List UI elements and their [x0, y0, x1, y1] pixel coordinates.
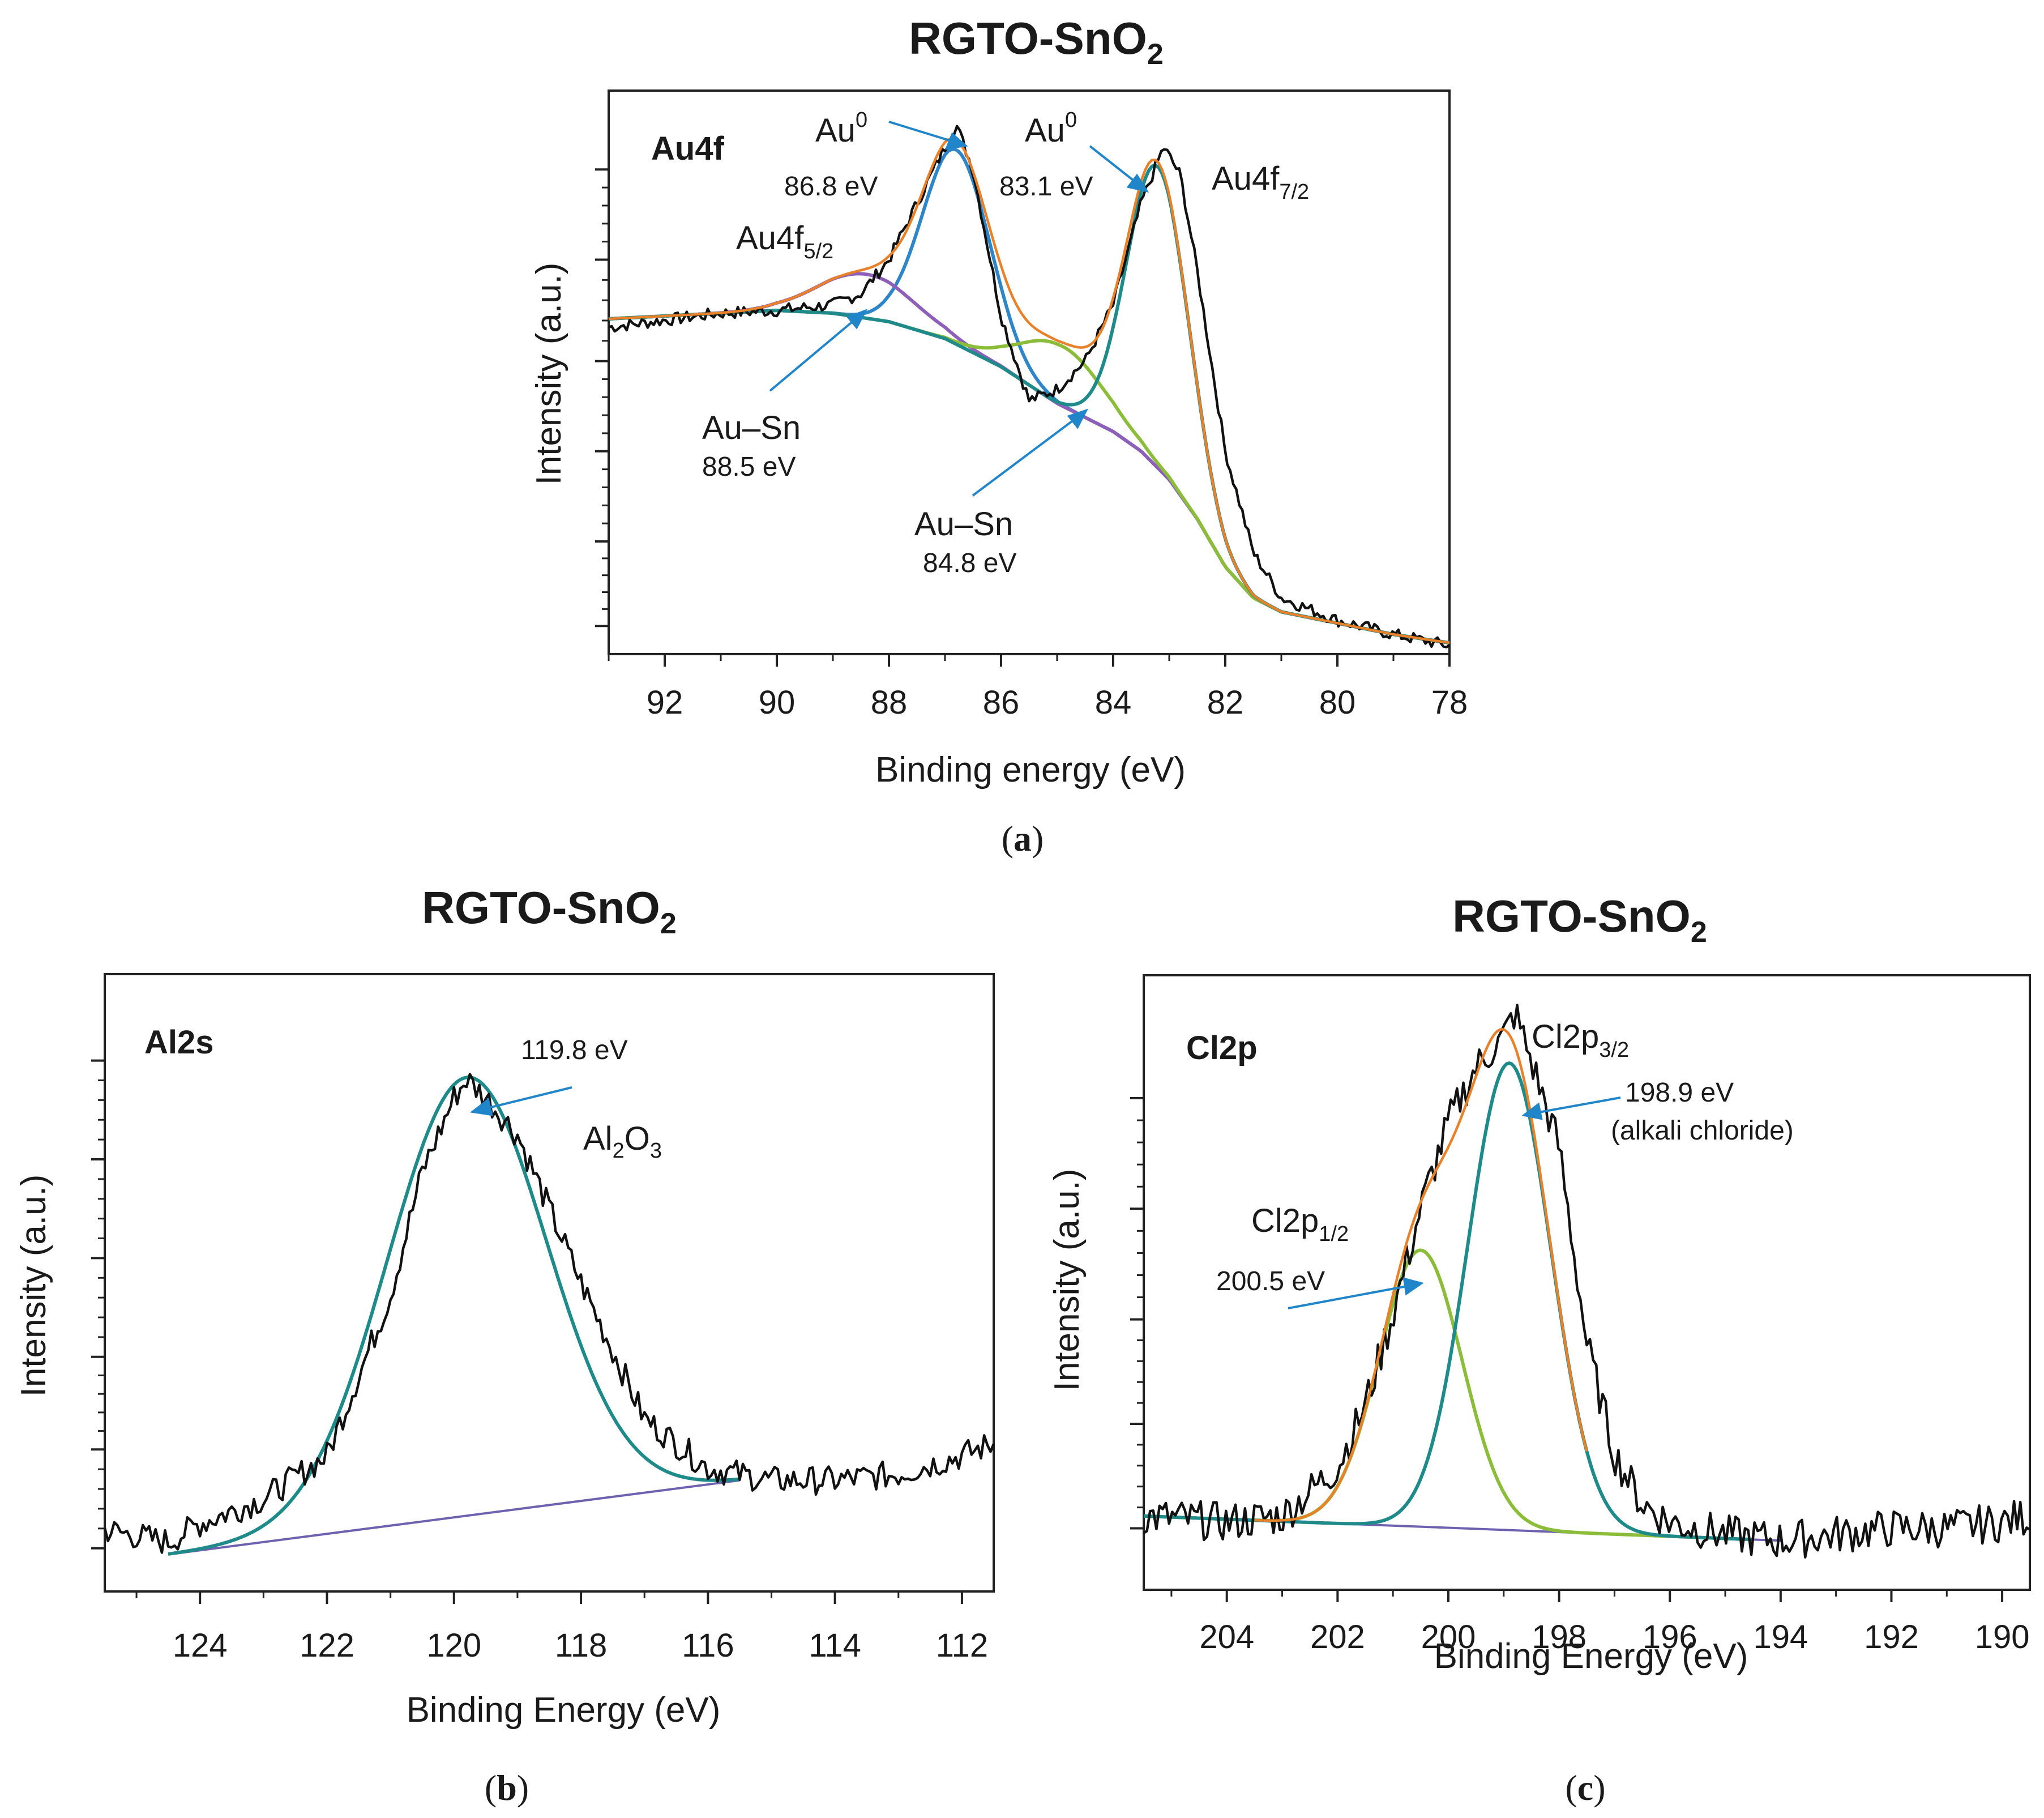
- panel-c-x-tick-label: 202: [1310, 1619, 1365, 1655]
- panel-a-x-axis: 92 90 88 86 84 82 80 78: [608, 654, 1468, 721]
- panel-c-cl2p32-note: (alkali chloride): [1611, 1116, 1794, 1146]
- panel-b-x-tick-label: 112: [936, 1627, 988, 1664]
- panel-a-envelope-line: [608, 137, 1450, 645]
- panel-b-y-axis: [91, 1059, 105, 1550]
- arrow-au0-low: [1089, 145, 1139, 185]
- panel-c-region-label: Cl2p: [1186, 1030, 1258, 1066]
- panel-c-plot-area: [1143, 1004, 2031, 1559]
- panel-c-x-label: Binding Energy (eV): [1434, 1637, 1748, 1676]
- panel-b-x-tick-label: 122: [300, 1627, 354, 1664]
- arrow-ausn-high-head: [846, 309, 868, 330]
- panel-b-peak-energy: 119.8 eV: [521, 1035, 628, 1065]
- panel-a-ausn-high-label: Au–Sn: [702, 409, 801, 446]
- arrow-au0-low-head: [1126, 173, 1149, 193]
- arrow-au0-high-head: [944, 132, 968, 150]
- panel-a-y-label: Intensity (a.u.): [529, 263, 568, 485]
- panel-a-au4f52-label: Au4f5/2: [736, 220, 833, 263]
- arrow-au0-high: [888, 121, 957, 144]
- panel-a-component-4: [608, 163, 1450, 645]
- panel-a-y-axis: [595, 168, 609, 628]
- panel-a-frame: [608, 89, 1451, 655]
- arrow-cl2p12: [1288, 1284, 1410, 1309]
- panel-c-y-axis: [1130, 1097, 1144, 1530]
- panel-b-region-label: Al2s: [144, 1024, 214, 1061]
- arrow-al2o3-head: [470, 1098, 493, 1116]
- panel-a-x-tick-label: 86: [983, 684, 1020, 721]
- panel-b-x-tick-label: 120: [426, 1627, 481, 1664]
- arrow-cl2p32: [1535, 1096, 1621, 1114]
- arrow-cl2p12-head: [1402, 1277, 1424, 1296]
- panel-b-arrows: [470, 1086, 572, 1116]
- panel-a-au0-low-energy: 83.1 eV: [999, 172, 1093, 202]
- panel-a-x-tick-label: 78: [1431, 684, 1468, 721]
- panel-c-cl2p32-label: Cl2p3/2: [1532, 1018, 1629, 1062]
- panel-c-y-label: Intensity (a.u.): [1047, 1169, 1087, 1392]
- panel-a-x-tick-label: 82: [1207, 684, 1244, 721]
- panel-a-ausn-low-energy: 84.8 eV: [923, 548, 1016, 578]
- panel-b-component-1: [168, 1076, 740, 1556]
- panel-b-x-axis: 124 122 120 118 116 114 112: [135, 1591, 988, 1664]
- panel-c-title: RGTO-SnO2: [1452, 891, 1707, 949]
- panel-b-x-label: Binding Energy (eV): [407, 1691, 721, 1730]
- arrow-cl2p32-head: [1521, 1102, 1543, 1120]
- panel-c-x-tick-label: 198: [1532, 1619, 1587, 1655]
- arrow-ausn-low: [972, 415, 1080, 497]
- panel-a-x-tick-label: 92: [647, 684, 683, 721]
- panel-b-x-tick-label: 116: [682, 1627, 734, 1664]
- panel-a-region-label: Au4f: [651, 130, 725, 167]
- panel-a-ausn-high-energy: 88.5 eV: [702, 452, 796, 482]
- panel-b-plot-area: [103, 1073, 995, 1556]
- panel-b-x-tick-label: 114: [809, 1627, 861, 1664]
- panel-c-cl2p32-energy: 198.9 eV: [1625, 1078, 1734, 1108]
- panel-a-x-tick-label: 84: [1095, 684, 1132, 721]
- panel-a-measured-line: [608, 125, 1451, 648]
- panel-a-x-tick-label: 88: [871, 684, 908, 721]
- panel-b-al2o3-label: Al2O3: [583, 1120, 662, 1163]
- panel-b-measured-line: [103, 1073, 995, 1554]
- panel-a-au4f72-label: Au4f7/2: [1212, 160, 1309, 204]
- panel-a-ausn-low-label: Au–Sn: [914, 506, 1013, 543]
- panel-a-au0-high-energy: 86.8 eV: [784, 172, 878, 202]
- panel-a: RGTO-SnO2 92 90 88 86 84 82 80 78 Binding energ…: [529, 13, 1468, 859]
- panel-a-caption: (a): [1002, 818, 1044, 859]
- panel-c: RGTO-SnO2 204 202 200 198 196 194 192 190 Bindi…: [1047, 891, 2031, 1808]
- panel-c-x-tick-label: 196: [1643, 1619, 1697, 1655]
- panel-b-background-line: [168, 1479, 740, 1556]
- panel-b-caption: (b): [485, 1768, 529, 1808]
- panel-b-title: RGTO-SnO2: [422, 882, 677, 940]
- panel-c-frame: [1143, 974, 2031, 1591]
- panel-c-x-tick-label: 204: [1199, 1619, 1254, 1655]
- panel-a-x-tick-label: 90: [759, 684, 796, 721]
- panel-c-x-tick-label: 190: [1975, 1619, 2030, 1655]
- panel-a-arrows: [769, 121, 1149, 497]
- panel-c-x-axis: 204 202 200 198 196 194 192 190: [1170, 1590, 2030, 1655]
- arrow-ausn-high: [769, 316, 859, 392]
- panel-b-x-tick-label: 118: [555, 1627, 607, 1664]
- arrow-al2o3: [484, 1086, 572, 1110]
- panel-c-cl2p12-energy: 200.5 eV: [1216, 1266, 1325, 1296]
- panel-c-cl2p12-label: Cl2p1/2: [1251, 1202, 1349, 1246]
- panel-b: RGTO-SnO2 124 122 120 118 116 114 112 Binding …: [14, 882, 995, 1808]
- panel-a-plot-area: [608, 125, 1451, 648]
- panel-c-envelope-line: [1254, 1028, 1588, 1522]
- panel-a-au0-high-label: Au0: [815, 108, 867, 149]
- panel-a-x-tick-label: 80: [1319, 684, 1356, 721]
- panel-c-x-tick-label: 192: [1864, 1619, 1919, 1655]
- panel-c-caption: (c): [1565, 1768, 1605, 1808]
- panel-c-arrows: [1288, 1096, 1621, 1309]
- panel-b-frame: [104, 973, 995, 1593]
- panel-c-x-tick-label: 200: [1421, 1619, 1476, 1655]
- panel-a-title: RGTO-SnO2: [909, 13, 1164, 71]
- panel-b-x-tick-label: 124: [173, 1627, 228, 1664]
- panel-c-x-tick-label: 194: [1753, 1619, 1808, 1655]
- panel-b-y-label: Intensity (a.u.): [14, 1175, 53, 1397]
- panel-a-au0-low-label: Au0: [1025, 108, 1077, 149]
- panel-a-x-label: Binding energy (eV): [875, 750, 1186, 789]
- arrow-ausn-low-head: [1067, 408, 1089, 429]
